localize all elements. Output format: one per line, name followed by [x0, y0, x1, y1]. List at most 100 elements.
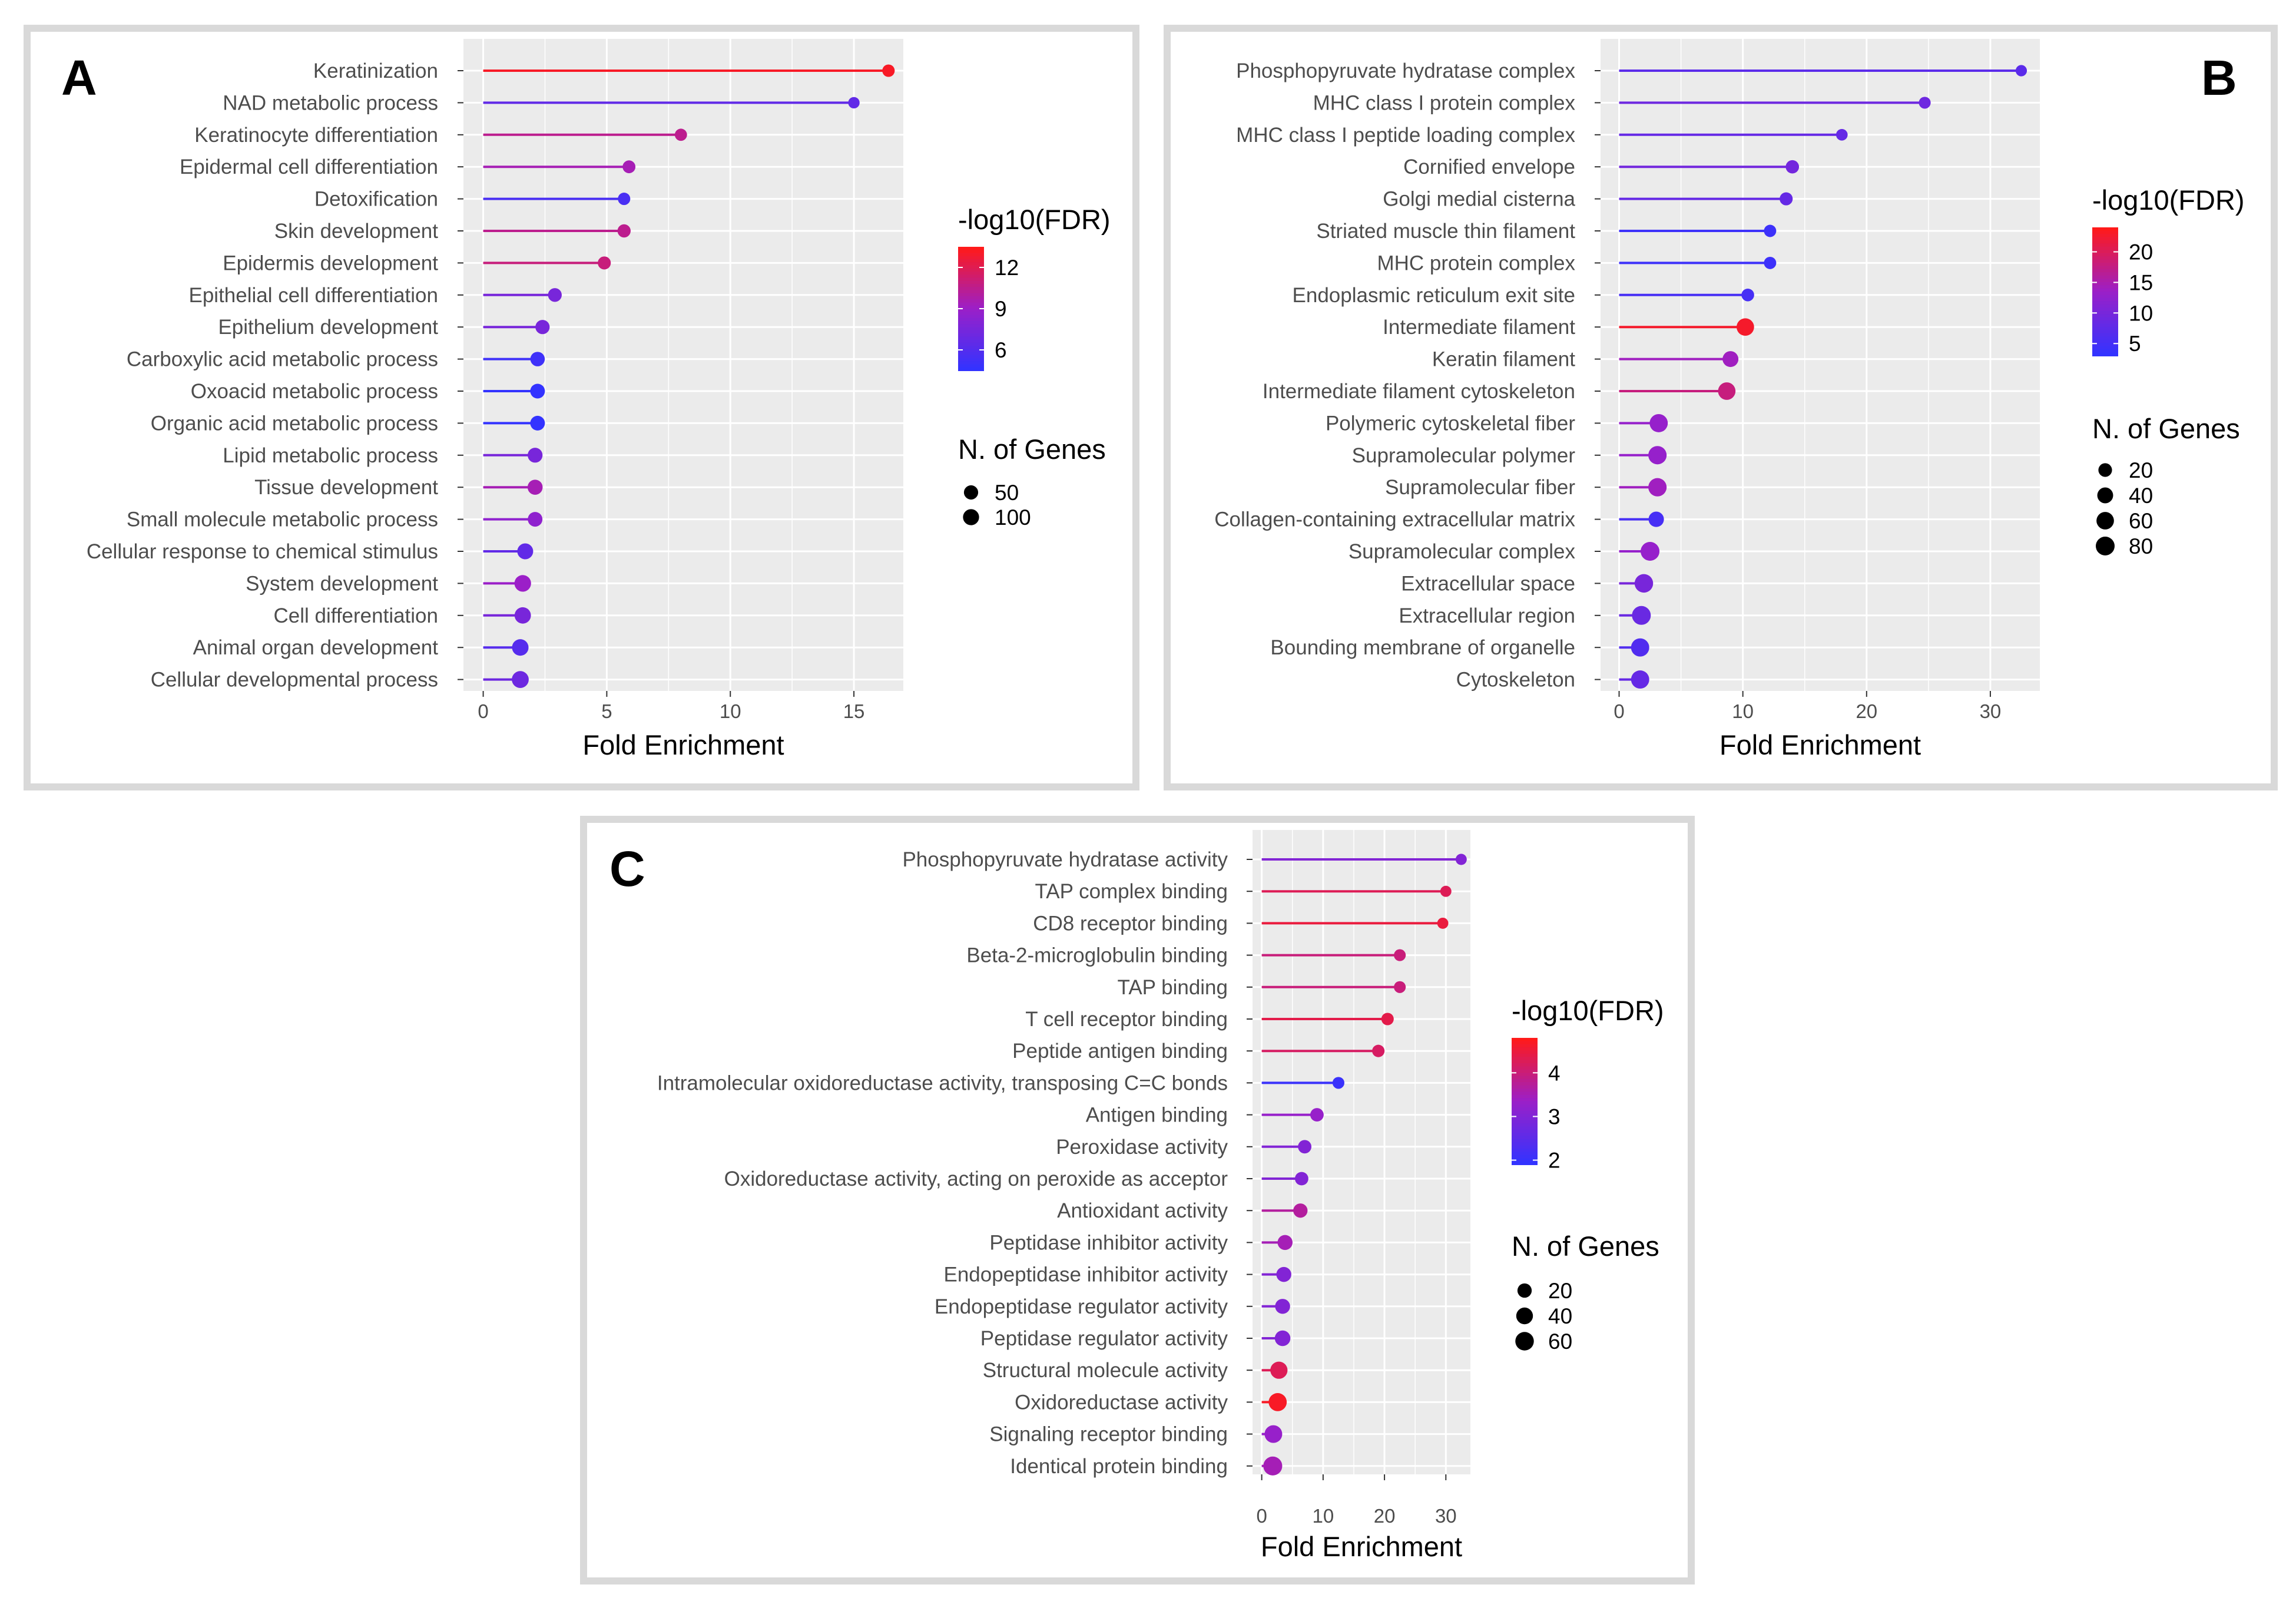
category-label: MHC protein complex	[1377, 252, 1576, 274]
lollipop-point	[1737, 318, 1754, 336]
lollipop-point	[1394, 949, 1406, 961]
size-legend-label: 40	[1548, 1304, 1572, 1328]
colorbar-segment	[1512, 1149, 1538, 1153]
category-label: Striated muscle thin filament	[1316, 220, 1575, 243]
lollipop-point	[1649, 413, 1668, 432]
lollipop-point	[530, 352, 545, 366]
colorbar-segment	[958, 305, 984, 309]
x-tick-label: 10	[1732, 700, 1754, 722]
size-legend-point	[1515, 1332, 1534, 1351]
colorbar-segment	[958, 296, 984, 300]
colorbar-segment	[1512, 1142, 1538, 1146]
colorbar-segment	[1512, 1053, 1538, 1058]
colorbar-segment	[2092, 352, 2118, 356]
lollipop-point	[1718, 382, 1736, 400]
lollipop-point	[514, 607, 531, 624]
colorbar-segment	[1512, 1107, 1538, 1112]
lollipop-point	[1263, 1456, 1283, 1476]
lollipop-point	[617, 224, 631, 238]
colorbar-segment	[958, 321, 984, 325]
colorbar-segment	[958, 333, 984, 338]
category-label: Extracellular space	[1401, 572, 1575, 595]
colorbar-segment	[958, 280, 984, 285]
colorbar-segment	[958, 336, 984, 340]
x-tick-label: 20	[1374, 1505, 1396, 1527]
colorbar-segment	[1512, 1117, 1538, 1121]
x-tick-label: 0	[1256, 1505, 1267, 1527]
lollipop-point	[1264, 1425, 1283, 1443]
lollipop-point	[517, 543, 534, 560]
panel-c: C Phosphopyruvate hydratase activity TAP …	[580, 816, 1695, 1584]
colorbar-segment	[958, 256, 984, 260]
category-label: Extracellular region	[1399, 604, 1575, 627]
lollipop-point	[1641, 542, 1660, 561]
lollipop-point	[1631, 670, 1649, 689]
colorbar-segment	[958, 352, 984, 356]
colorbar-segment	[1512, 1091, 1538, 1096]
x-axis-title: Fold Enrichment	[1261, 1531, 1462, 1562]
colorbar-segment	[2092, 292, 2118, 296]
category-label: MHC class I protein complex	[1313, 91, 1576, 114]
lollipop-point	[674, 128, 687, 141]
colorbar-segment	[1512, 1079, 1538, 1083]
panel-b: B Phosphopyruvate hydratase complex MHC c…	[1164, 25, 2278, 790]
lollipop-point	[548, 288, 562, 302]
category-label: Carboxylic acid metabolic process	[127, 348, 438, 371]
colorbar-segment	[2092, 282, 2118, 286]
colorbar-segment	[1512, 1060, 1538, 1064]
colorbar-segment	[2092, 320, 2118, 325]
colorbar-segment	[958, 293, 984, 297]
category-label: Epidermal cell differentiation	[180, 156, 438, 178]
colorbar-segment	[1512, 1063, 1538, 1067]
colorbar-label: 10	[2129, 301, 2153, 325]
plot-background-c	[1253, 830, 1470, 1474]
colorbar-segment	[2092, 295, 2118, 299]
lollipop-point	[1648, 446, 1667, 465]
color-legend-title: -log10(FDR)	[958, 204, 1111, 235]
color-legend-title: -log10(FDR)	[1512, 995, 1664, 1026]
colorbar-segment	[958, 367, 984, 371]
panel-letter-c: C	[609, 841, 645, 897]
category-label: Cornified envelope	[1403, 156, 1575, 178]
colorbar-segment	[1512, 1161, 1538, 1165]
colorbar-segment	[958, 361, 984, 365]
colorbar-segment	[1512, 1044, 1538, 1048]
category-label: Phosphopyruvate hydratase activity	[902, 848, 1228, 871]
category-label: MHC class I peptide loading complex	[1236, 124, 1575, 147]
lollipop-point	[1764, 224, 1777, 237]
size-legend-point	[2096, 537, 2115, 555]
panel-letter-b: B	[2201, 50, 2237, 105]
size-legend-title: N. of Genes	[958, 434, 1106, 465]
colorbar-label: 15	[2129, 270, 2153, 295]
category-label: Epithelial cell differentiation	[188, 284, 438, 307]
colorbar-segment	[958, 309, 984, 313]
colorbar-segment	[1512, 1057, 1538, 1061]
colorbar-label: 20	[2129, 240, 2153, 264]
size-legend-point	[2097, 487, 2113, 504]
lollipop-point	[1268, 1393, 1287, 1411]
category-label: Intermediate filament	[1383, 316, 1575, 339]
colorbar-segment	[2092, 243, 2118, 247]
lollipop-point	[1741, 289, 1754, 302]
lollipop-point	[1277, 1235, 1293, 1251]
size-legend-point	[963, 509, 979, 525]
lollipop-point	[1437, 917, 1449, 929]
colorbar-segment	[2092, 314, 2118, 318]
colorbar-segment	[2092, 349, 2118, 353]
lollipop-point	[1275, 1299, 1290, 1314]
colorbar-segment	[1512, 1073, 1538, 1077]
colorbar-segment	[2092, 279, 2118, 283]
colorbar-segment	[1512, 1101, 1538, 1105]
x-tick-label: 10	[720, 700, 741, 722]
colorbar-segment	[958, 272, 984, 276]
colorbar-segment	[1512, 1155, 1538, 1159]
colorbar-segment	[958, 330, 984, 334]
x-tick-label: 10	[1312, 1505, 1334, 1527]
colorbar-segment	[958, 247, 984, 251]
colorbar-segment	[1512, 1076, 1538, 1080]
category-label: Lipid metabolic process	[223, 444, 438, 467]
category-label: Supramolecular polymer	[1352, 444, 1576, 467]
lollipop-point	[1780, 192, 1793, 206]
colorbar-segment	[1512, 1069, 1538, 1074]
colorbar-segment	[958, 315, 984, 319]
